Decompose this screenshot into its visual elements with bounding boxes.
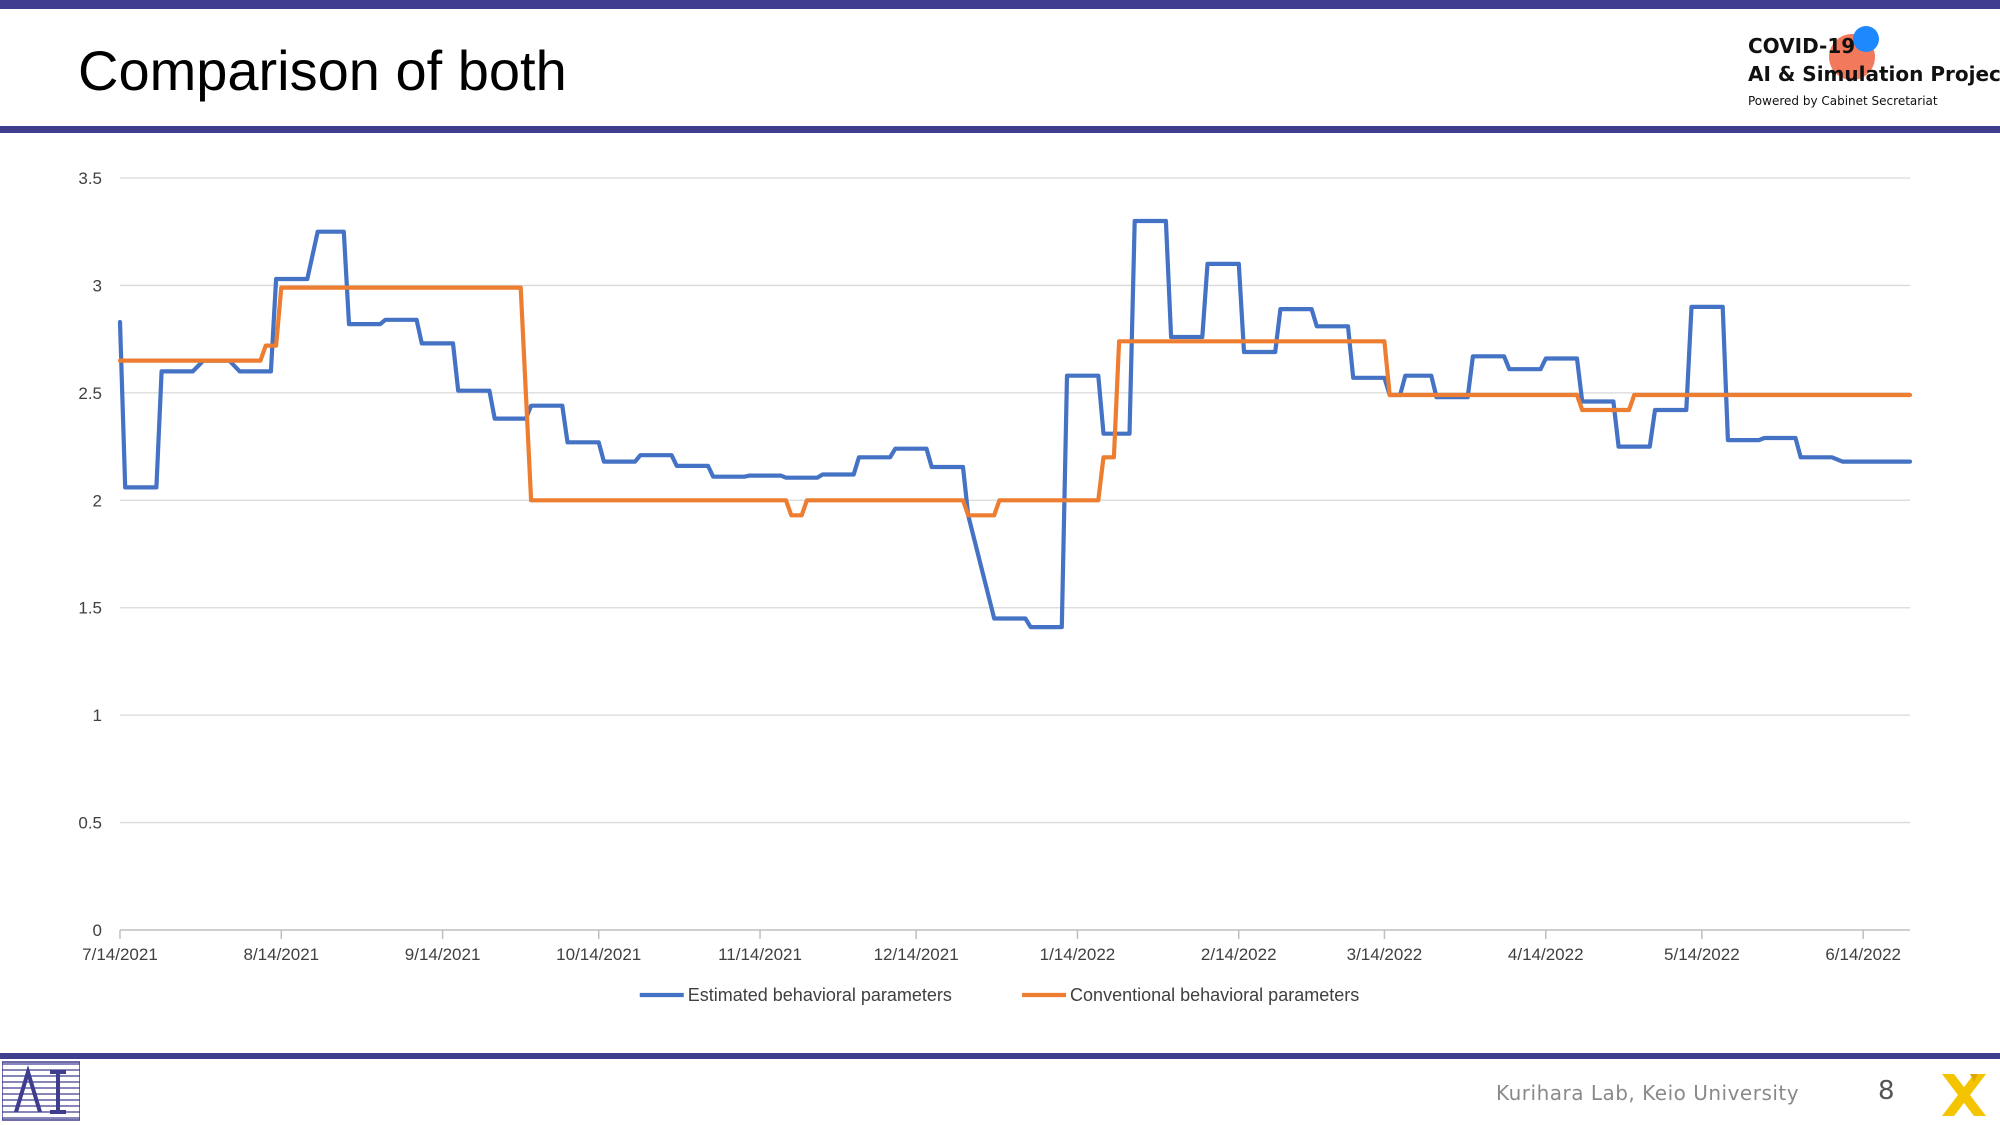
logo-line-2: AI & Simulation Project bbox=[1748, 62, 2000, 86]
x-tick-label: 10/14/2021 bbox=[556, 945, 641, 964]
page-number: 8 bbox=[1878, 1076, 1895, 1106]
conventional-series-points bbox=[119, 287, 1911, 516]
x-tick-label: 5/14/2022 bbox=[1664, 945, 1740, 964]
x-tick-label: 6/14/2022 bbox=[1825, 945, 1901, 964]
x-tick-label: 3/14/2022 bbox=[1347, 945, 1423, 964]
x-tick-label: 7/14/2021 bbox=[82, 945, 158, 964]
title-divider-bar bbox=[0, 126, 2000, 133]
x-tick-label: 8/14/2021 bbox=[243, 945, 319, 964]
x-tick-label: 9/14/2021 bbox=[405, 945, 481, 964]
x-tick-label: 11/14/2021 bbox=[718, 945, 802, 964]
estimated-series-line bbox=[117, 218, 1913, 630]
logo-line-1: COVID-19 bbox=[1748, 34, 1856, 58]
estimated-series-points bbox=[119, 220, 1911, 628]
x-mark-logo-icon bbox=[1942, 1074, 1986, 1116]
x-tick-label: 4/14/2022 bbox=[1508, 945, 1584, 964]
conventional-series-line bbox=[117, 285, 1913, 518]
footer-accent-bar bbox=[0, 1053, 2000, 1059]
line-chart: 0 0.5 1 1.5 2 2.5 3 3.5 7/14/2021 8/14/2021 9/14/2… bbox=[78, 169, 1913, 1005]
y-tick-label: 0.5 bbox=[78, 814, 102, 833]
y-tick-label: 3 bbox=[93, 276, 102, 295]
y-tick-label: 2.5 bbox=[78, 384, 102, 403]
top-accent-bar bbox=[0, 0, 2000, 9]
x-tick-label: 1/14/2022 bbox=[1040, 945, 1116, 964]
covid-ai-project-logo: COVID-19 AI & Simulation Project Powered… bbox=[1740, 24, 2000, 114]
y-tick-label: 1 bbox=[93, 706, 102, 725]
logo-blue-dot bbox=[1853, 26, 1879, 52]
footer-lab-name: Kurihara Lab, Keio University bbox=[1496, 1081, 1800, 1105]
y-tick-label: 2 bbox=[93, 491, 102, 510]
lab-logo-icon bbox=[2, 1061, 80, 1121]
y-tick-label: 3.5 bbox=[78, 169, 102, 188]
x-tick-label: 2/14/2022 bbox=[1201, 945, 1277, 964]
y-tick-label: 1.5 bbox=[78, 599, 102, 618]
x-tick-label: 12/14/2021 bbox=[874, 945, 959, 964]
legend-label-estimated: Estimated behavioral parameters bbox=[688, 985, 952, 1005]
legend-label-conventional: Conventional behavioral parameters bbox=[1070, 985, 1359, 1005]
slide-title: Comparison of both bbox=[78, 39, 567, 102]
logo-line-3: Powered by Cabinet Secretariat bbox=[1748, 94, 1938, 108]
y-tick-label: 0 bbox=[93, 921, 102, 940]
